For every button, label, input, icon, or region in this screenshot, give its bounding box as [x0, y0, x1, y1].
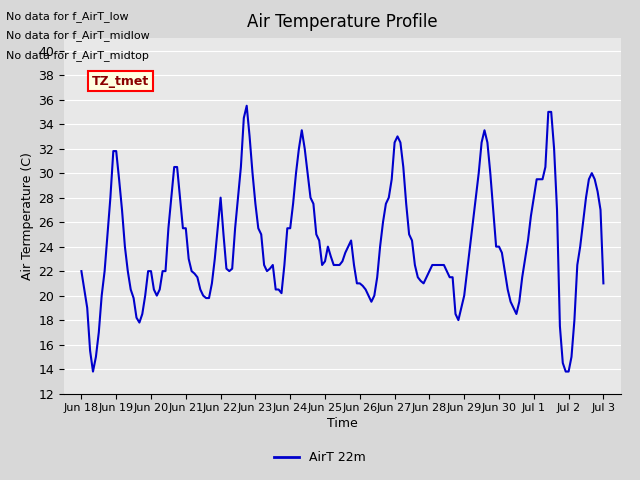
- Text: No data for f_AirT_midlow: No data for f_AirT_midlow: [6, 30, 150, 41]
- Legend: AirT 22m: AirT 22m: [269, 446, 371, 469]
- Y-axis label: Air Termperature (C): Air Termperature (C): [21, 152, 34, 280]
- X-axis label: Time: Time: [327, 418, 358, 431]
- Text: TZ_tmet: TZ_tmet: [92, 74, 149, 87]
- Text: No data for f_AirT_low: No data for f_AirT_low: [6, 11, 129, 22]
- Title: Air Temperature Profile: Air Temperature Profile: [247, 13, 438, 31]
- Text: No data for f_AirT_midtop: No data for f_AirT_midtop: [6, 49, 149, 60]
